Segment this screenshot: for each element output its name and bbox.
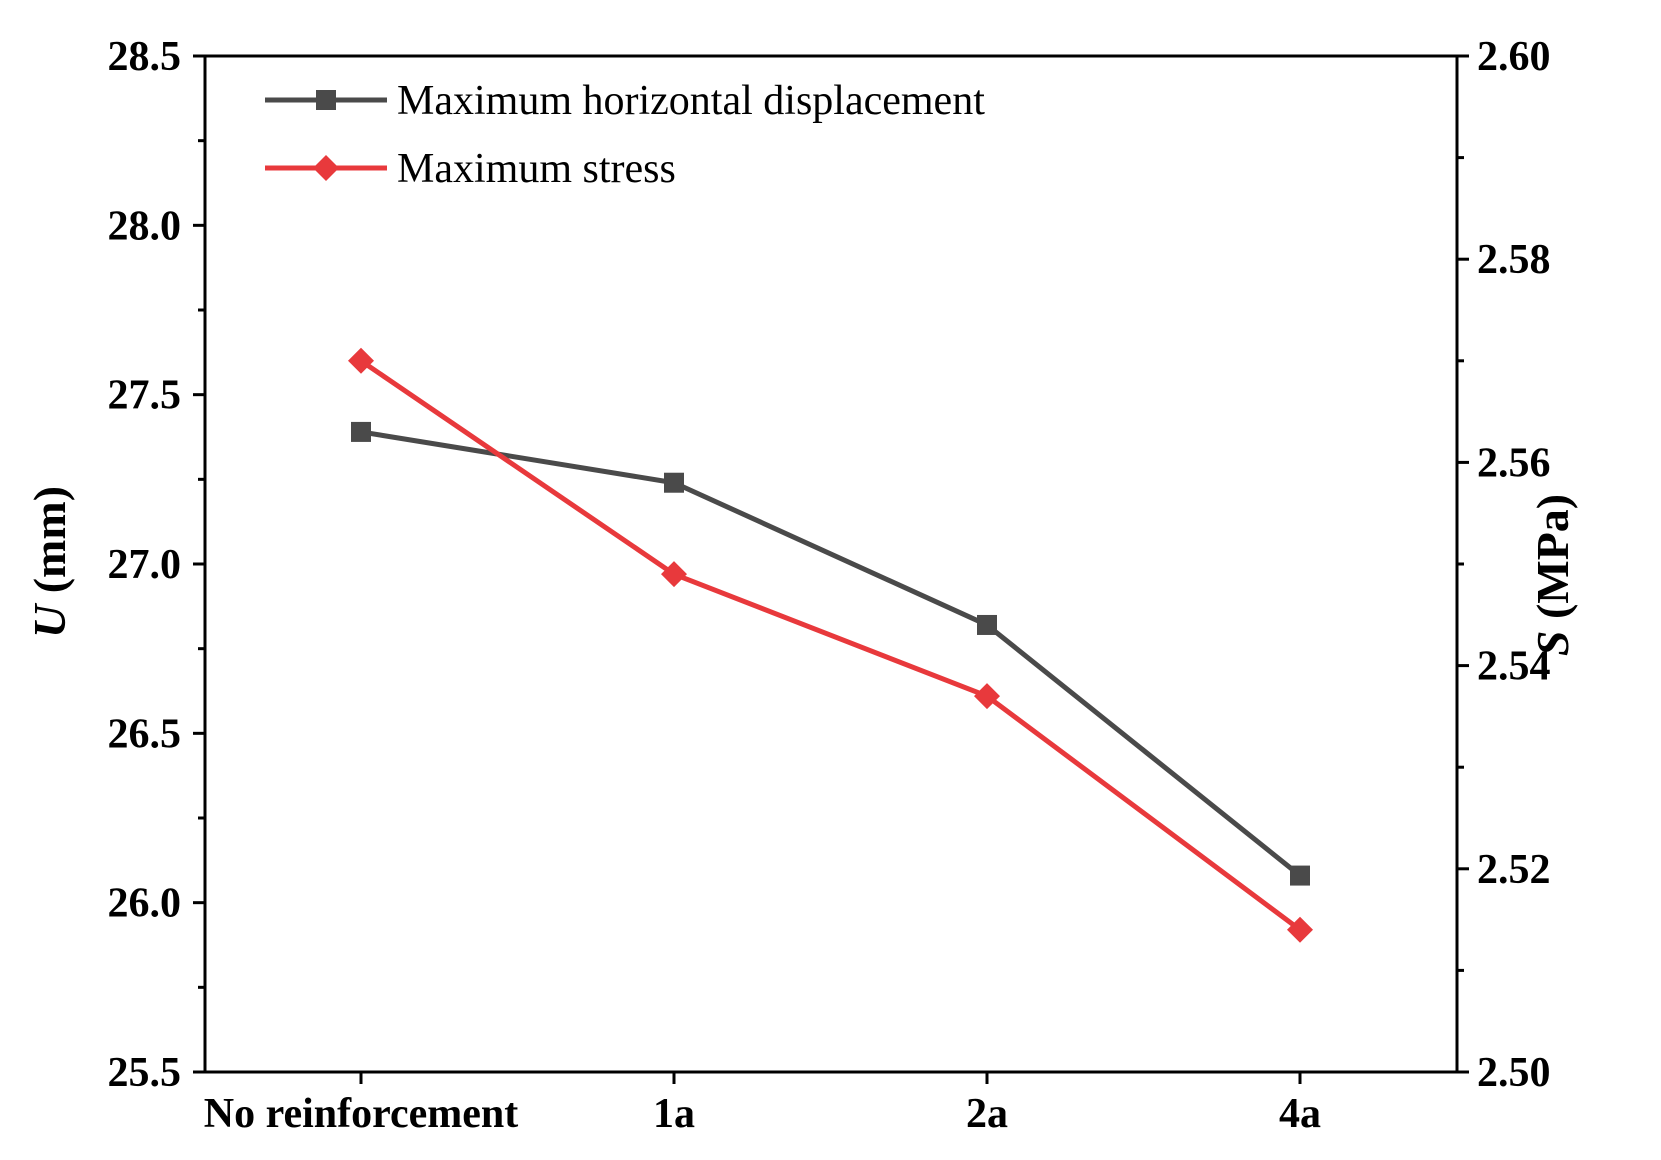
x-tick-label: 1a xyxy=(653,1091,695,1137)
y-right-tick-label: 2.58 xyxy=(1477,237,1551,283)
y-left-axis-title: U (mm) xyxy=(24,486,75,638)
data-point-stress xyxy=(661,561,687,588)
y-right-tick-label: 2.50 xyxy=(1477,1050,1551,1096)
legend-marker xyxy=(316,90,336,110)
data-point-displacement xyxy=(977,614,997,635)
series-line-stress xyxy=(359,358,1302,932)
y-left-tick-label: 26.5 xyxy=(108,711,182,757)
data-point-stress xyxy=(974,683,1000,710)
y-left-axis-unit: (mm) xyxy=(24,486,75,605)
y-left-tick-label: 28.0 xyxy=(108,203,182,249)
x-tick-label: 2a xyxy=(966,1091,1008,1137)
data-point-displacement xyxy=(351,421,371,442)
y-right-axis-unit: (MPa) xyxy=(1527,494,1578,631)
y-left-tick-label: 26.0 xyxy=(108,881,182,927)
legend: Maximum horizontal displacement Maximum s… xyxy=(265,78,985,192)
y-left-tick-label: 27.5 xyxy=(108,373,182,419)
y-right-axis-variable: S xyxy=(1527,631,1578,657)
legend-label: Maximum horizontal displacement xyxy=(397,78,985,124)
y-left-tick-label: 27.0 xyxy=(108,542,182,588)
y-right-tick-label: 2.52 xyxy=(1477,847,1551,893)
data-point-displacement xyxy=(664,472,684,493)
y-right-tick-label: 2.60 xyxy=(1477,34,1551,80)
y-left-axis-variable: U xyxy=(24,602,75,638)
ticks: No reinforcement 1a 2a 4a 25.5 26.0 26.5 27.0 27… xyxy=(108,34,1551,1137)
series xyxy=(348,347,1313,943)
legend-label: Maximum stress xyxy=(397,146,676,192)
data-point-stress xyxy=(1287,916,1313,943)
plot-frame xyxy=(203,54,1459,1074)
legend-marker xyxy=(313,155,339,181)
x-tick-label: 4a xyxy=(1279,1091,1321,1137)
axes xyxy=(203,54,1459,1074)
x-tick-label: No reinforcement xyxy=(204,1091,519,1137)
y-left-tick-label: 28.5 xyxy=(108,34,182,80)
data-point-displacement xyxy=(1290,865,1310,886)
y-right-tick-label: 2.56 xyxy=(1477,440,1551,486)
series-line-displacement xyxy=(360,429,1302,878)
y-right-axis-title: S (MPa) xyxy=(1527,494,1578,656)
y-left-tick-label: 25.5 xyxy=(108,1050,182,1096)
data-point-stress xyxy=(348,347,374,374)
y-right-tick-label: 2.54 xyxy=(1477,644,1551,690)
